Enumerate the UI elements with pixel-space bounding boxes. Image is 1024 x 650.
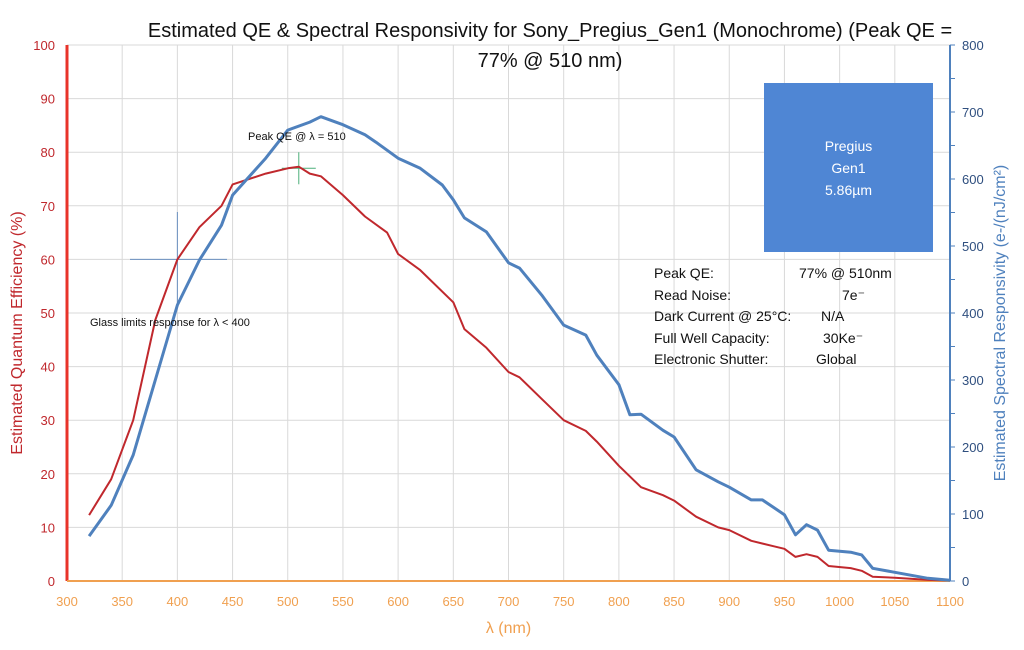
- x-tick-label: 450: [222, 594, 244, 609]
- spec-label: Electronic Shutter:: [654, 351, 769, 367]
- x-tick-label: 500: [277, 594, 299, 609]
- y2-tick-label: 700: [962, 105, 984, 120]
- x-axis-label: λ (nm): [486, 620, 531, 637]
- x-tick-label: 650: [442, 594, 464, 609]
- x-tick-label: 950: [774, 594, 796, 609]
- sensor-info-box: Pregius Gen1 5.86µm: [764, 83, 933, 252]
- y-tick-label: 10: [41, 520, 55, 535]
- spec-value: 77% @ 510nm: [799, 265, 892, 281]
- y2-axis-label: Estimated Spectral Responsivity (e-/(nJ/…: [992, 165, 1009, 482]
- y-tick-label: 30: [41, 413, 55, 428]
- spec-row: Peak QE: 77% @ 510nm: [654, 263, 892, 285]
- qe-series-line: [88, 165, 951, 582]
- y-tick-label: 80: [41, 145, 55, 160]
- x-tick-label: 550: [332, 594, 354, 609]
- info-line: Gen1: [831, 159, 866, 176]
- x-tick-label: 700: [498, 594, 520, 609]
- y2-tick-label: 0: [962, 574, 969, 589]
- y2-tick-label: 100: [962, 507, 984, 522]
- y-tick-label: 40: [41, 360, 55, 375]
- y-tick-label: 70: [41, 199, 55, 214]
- x-tick-label: 1100: [936, 594, 964, 609]
- spec-row: Electronic Shutter: Global: [654, 349, 856, 371]
- spec-row: Full Well Capacity: 30Ke⁻: [654, 328, 863, 350]
- responsivity-series-line: [87, 115, 951, 582]
- glass-annotation: Glass limits response for λ < 400: [90, 317, 250, 329]
- y2-tick-label: 300: [962, 373, 984, 388]
- x-tick-label: 1050: [880, 594, 909, 609]
- info-line: 5.86µm: [825, 181, 872, 198]
- spec-label: Dark Current @ 25°C:: [654, 308, 792, 324]
- x-tick-label: 600: [387, 594, 409, 609]
- spec-value: Global: [816, 351, 857, 367]
- y-tick-label: 60: [41, 252, 55, 267]
- y2-tick-label: 200: [962, 440, 984, 455]
- x-tick-label: 350: [111, 594, 133, 609]
- x-tick-label: 300: [56, 594, 78, 609]
- y-tick-label: 90: [41, 92, 55, 107]
- spec-value: 7e⁻: [842, 286, 865, 303]
- x-tick-label: 400: [167, 594, 189, 609]
- y2-tick-label: 800: [962, 38, 984, 53]
- spec-table: Peak QE: 77% @ 510nm Read Noise: 7e⁻ Dark …: [654, 263, 892, 371]
- x-tick-label: 750: [553, 594, 575, 609]
- x-tick-label: 900: [718, 594, 740, 609]
- spec-label: Read Noise:: [654, 286, 732, 303]
- info-line: Pregius: [824, 137, 873, 154]
- chart-title: Estimated QE & Spectral Responsivity for…: [147, 20, 953, 72]
- spec-value: N/A: [821, 308, 845, 324]
- y2-tick-label: 600: [962, 172, 984, 187]
- spec-row: Dark Current @ 25°C: N/A: [654, 306, 844, 328]
- spec-value: 30Ke⁻: [823, 329, 864, 346]
- x-tick-label: 1000: [825, 594, 854, 609]
- y-tick-label: 0: [48, 574, 55, 589]
- spec-label: Peak QE:: [654, 265, 714, 281]
- spec-label: Full Well Capacity:: [654, 329, 770, 346]
- spec-row: Read Noise: 7e⁻: [654, 285, 865, 307]
- peak-annotation: Peak QE @ λ = 510: [248, 131, 346, 143]
- y2-tick-label: 400: [962, 306, 984, 321]
- y-axis-label: Estimated Quantum Efficiency (%): [9, 211, 26, 454]
- x-tick-label: 800: [608, 594, 630, 609]
- y-tick-label: 50: [41, 306, 55, 321]
- y-tick-label: 100: [33, 38, 55, 53]
- y-tick-label: 20: [41, 467, 55, 482]
- x-tick-label: 850: [663, 594, 685, 609]
- y2-tick-label: 500: [962, 239, 984, 254]
